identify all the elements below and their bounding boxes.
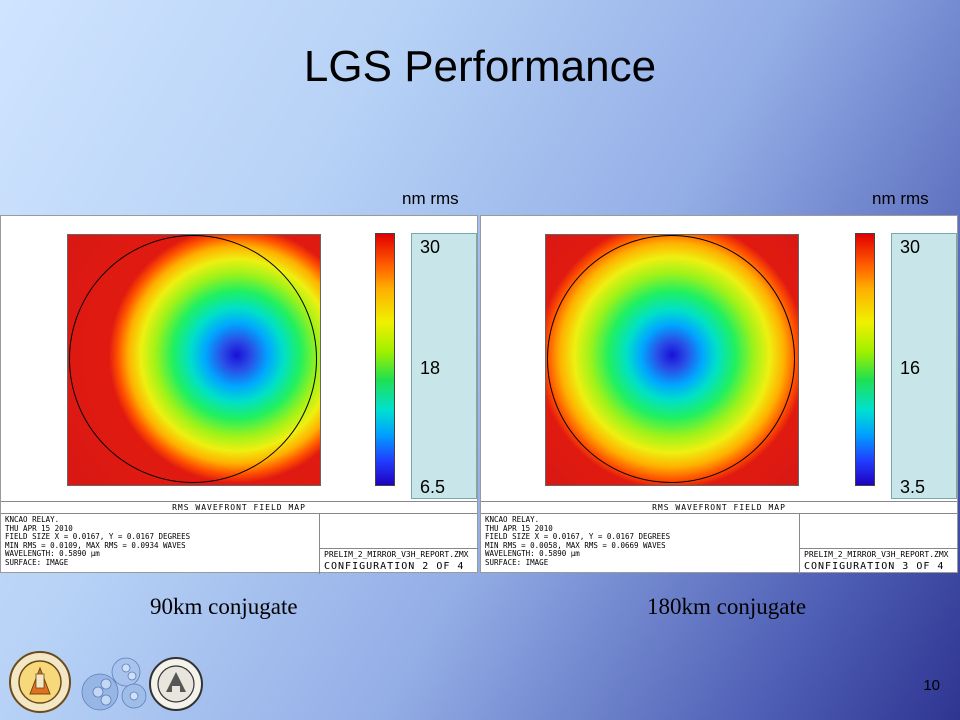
right-color-bar	[855, 233, 875, 486]
left-color-bar	[375, 233, 395, 486]
left-footer-header: RMS WAVEFRONT FIELD MAP	[1, 502, 477, 514]
left-field-map-panel: 30 18 6.5 RMS WAVEFRONT FIELD MAP KNCAO …	[0, 215, 478, 574]
left-configuration: CONFIGURATION 2 OF 4	[324, 561, 465, 572]
right-unit-label: nm rms	[872, 189, 929, 208]
left-footer: RMS WAVEFRONT FIELD MAP KNCAO RELAY. THU…	[1, 501, 478, 574]
right-scale-max: 30	[900, 237, 921, 257]
left-scale-mid: 18	[420, 358, 441, 378]
right-file-name: PRELIM_2_MIRROR_V3H_REPORT.ZMX	[804, 550, 949, 559]
logos-group	[9, 651, 203, 713]
right-footer-header: RMS WAVEFRONT FIELD MAP	[481, 502, 957, 514]
segmented-mirror-icon	[81, 657, 147, 711]
left-scale-min: 6.5	[420, 477, 446, 497]
right-scale-mid: 16	[900, 358, 921, 378]
right-caption: 180km conjugate	[647, 594, 807, 619]
right-footer: RMS WAVEFRONT FIELD MAP KNCAO RELAY. THU…	[481, 501, 958, 574]
right-scale-box: 30 16 3.5	[891, 233, 957, 499]
uc-seal-icon	[149, 657, 203, 711]
page-number: 10	[923, 677, 940, 694]
left-caption: 90km conjugate	[150, 594, 298, 619]
left-file-name: PRELIM_2_MIRROR_V3H_REPORT.ZMX	[324, 550, 469, 559]
left-scale-max: 30	[420, 237, 441, 257]
right-field-map-panel: 30 16 3.5 RMS WAVEFRONT FIELD MAP KNCAO …	[480, 215, 958, 574]
slide-title: LGS Performance	[303, 42, 657, 91]
right-configuration: CONFIGURATION 3 OF 4	[804, 561, 945, 572]
left-scale-box: 30 18 6.5	[411, 233, 477, 499]
left-wavefront-map	[67, 234, 321, 486]
left-pupil-circle	[69, 235, 317, 483]
caltech-seal-icon	[9, 651, 71, 713]
right-pupil-circle	[547, 235, 795, 483]
right-wavefront-map	[545, 234, 799, 486]
right-scale-min: 3.5	[900, 477, 926, 497]
left-info-text: KNCAO RELAY. THU APR 15 2010 FIELD SIZE …	[5, 515, 191, 567]
left-unit-label: nm rms	[402, 189, 459, 208]
right-info-text: KNCAO RELAY. THU APR 15 2010 FIELD SIZE …	[485, 515, 671, 567]
